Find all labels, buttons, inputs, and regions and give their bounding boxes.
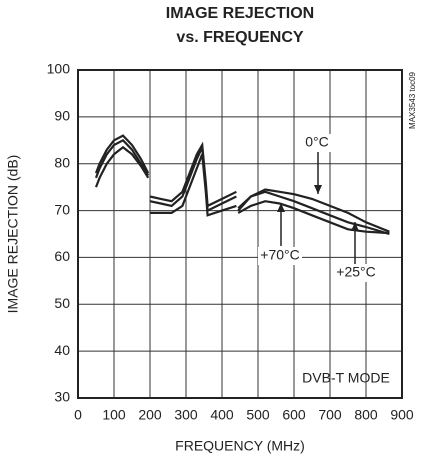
y-tick-label: 50	[54, 295, 70, 311]
arrow-head	[277, 203, 285, 212]
arrow-head	[314, 185, 322, 194]
x-tick-label: 600	[282, 407, 306, 423]
series-line	[94, 134, 390, 233]
label-background	[334, 264, 378, 282]
x-tick-label: 200	[138, 407, 162, 423]
annotation: DVB-T MODE	[302, 370, 390, 386]
y-tick-label: 100	[47, 61, 71, 77]
x-tick-label: 900	[390, 407, 414, 423]
y-axis-label: IMAGE REJECTION (dB)	[5, 155, 21, 314]
series-label: 0°C	[305, 134, 329, 150]
x-axis-label: FREQUENCY (MHz)	[175, 438, 305, 454]
series-label: +25°C	[336, 264, 375, 280]
x-tick-label: 700	[318, 407, 342, 423]
y-tick-label: 80	[54, 154, 70, 170]
y-tick-label: 40	[54, 342, 70, 358]
y-tick-label: 30	[54, 389, 70, 405]
plot-frame	[77, 69, 403, 399]
x-tick-label: 300	[174, 407, 198, 423]
x-tick-label: 100	[102, 407, 126, 423]
label-background	[295, 134, 339, 152]
x-tick-label: 800	[354, 407, 378, 423]
y-tick-label: 60	[54, 248, 70, 264]
x-tick-label: 500	[246, 407, 270, 423]
x-tick-label: 0	[74, 407, 82, 423]
annotation: MAX3543 toc09	[408, 71, 417, 128]
y-tick-label: 70	[54, 201, 70, 217]
series-label: +70°C	[260, 247, 299, 263]
arrow-head	[351, 222, 359, 231]
chart-subtitle: vs. FREQUENCY	[176, 29, 303, 46]
label-background	[258, 247, 302, 265]
series-line	[94, 138, 390, 236]
chart-title: IMAGE REJECTION	[166, 5, 314, 22]
y-tick-label: 90	[54, 108, 70, 124]
x-tick-label: 400	[210, 407, 234, 423]
